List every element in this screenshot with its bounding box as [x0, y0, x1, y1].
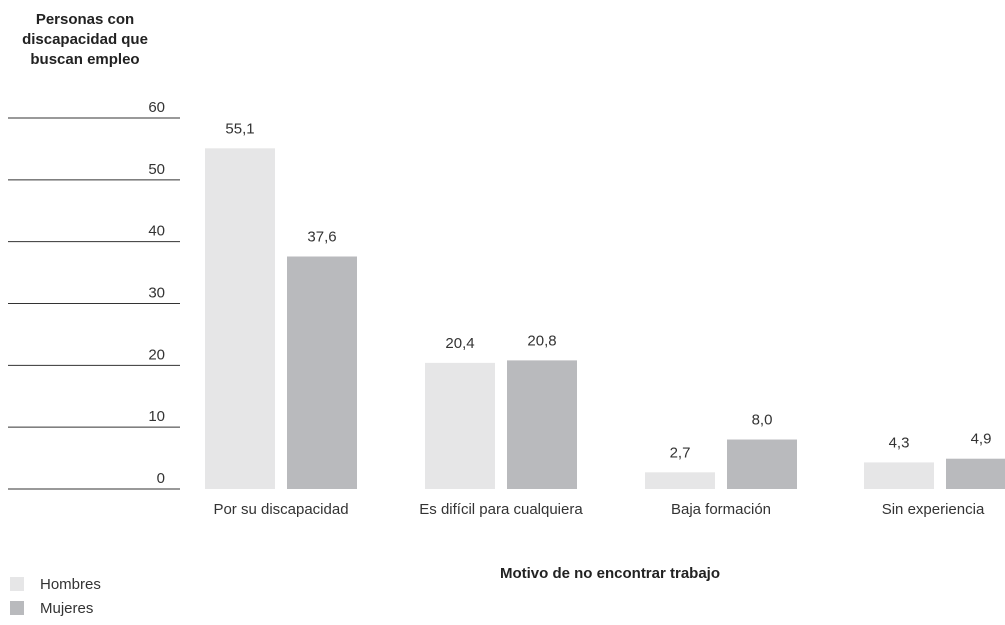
y-tick-label-0: 0: [157, 470, 165, 487]
data-label-hombres-1: 20,4: [445, 335, 474, 352]
bar-chart: 0 10 20 30 40 50 60 55,1 37,6 Por su discapacidad…: [8, 99, 1005, 518]
category-label-3: Sin experiencia: [882, 501, 985, 518]
data-label-hombres-2: 2,7: [670, 444, 691, 461]
category-label-0: Por su discapacidad: [213, 501, 348, 518]
data-label-mujeres-1: 20,8: [527, 332, 556, 349]
legend-label-mujeres: Mujeres: [40, 600, 94, 617]
data-label-mujeres-3: 4,9: [971, 431, 992, 448]
x-axis-title: Motivo de no encontrar trabajo: [499, 565, 721, 582]
y-tick-label-10: 10: [148, 408, 165, 425]
y-tick-label-40: 40: [148, 223, 165, 240]
data-label-hombres-3: 4,3: [889, 434, 910, 451]
y-tick-label-20: 20: [148, 346, 165, 363]
legend-swatch-hombres: [10, 577, 24, 591]
bar-mujeres-1: [507, 360, 577, 489]
bar-hombres-1: [425, 362, 495, 489]
y-tick-label-50: 50: [148, 161, 165, 178]
data-label-mujeres-2: 8,0: [752, 412, 773, 429]
legend-label-hombres: Hombres: [40, 576, 101, 593]
y-axis-title: Personas con discapacidad que buscan emp…: [22, 11, 148, 68]
data-label-hombres-0: 55,1: [225, 120, 254, 137]
legend-item-hombres: Hombres: [10, 576, 210, 594]
y-tick-label-30: 30: [148, 285, 165, 302]
bar-mujeres-3: [946, 458, 1005, 489]
data-label-mujeres-0: 37,6: [307, 229, 336, 246]
category-label-1: Es difícil para cualquiera: [419, 501, 583, 518]
bar-hombres-3: [864, 462, 934, 489]
bar-hombres-0: [205, 148, 275, 489]
y-tick-label-60: 60: [148, 99, 165, 116]
category-label-2: Baja formación: [671, 501, 771, 518]
bar-mujeres-2: [727, 439, 797, 489]
legend-swatch-mujeres: [10, 601, 24, 615]
bar-hombres-2: [645, 472, 715, 489]
legend-item-mujeres: Mujeres: [10, 600, 210, 618]
bar-mujeres-0: [287, 256, 357, 489]
